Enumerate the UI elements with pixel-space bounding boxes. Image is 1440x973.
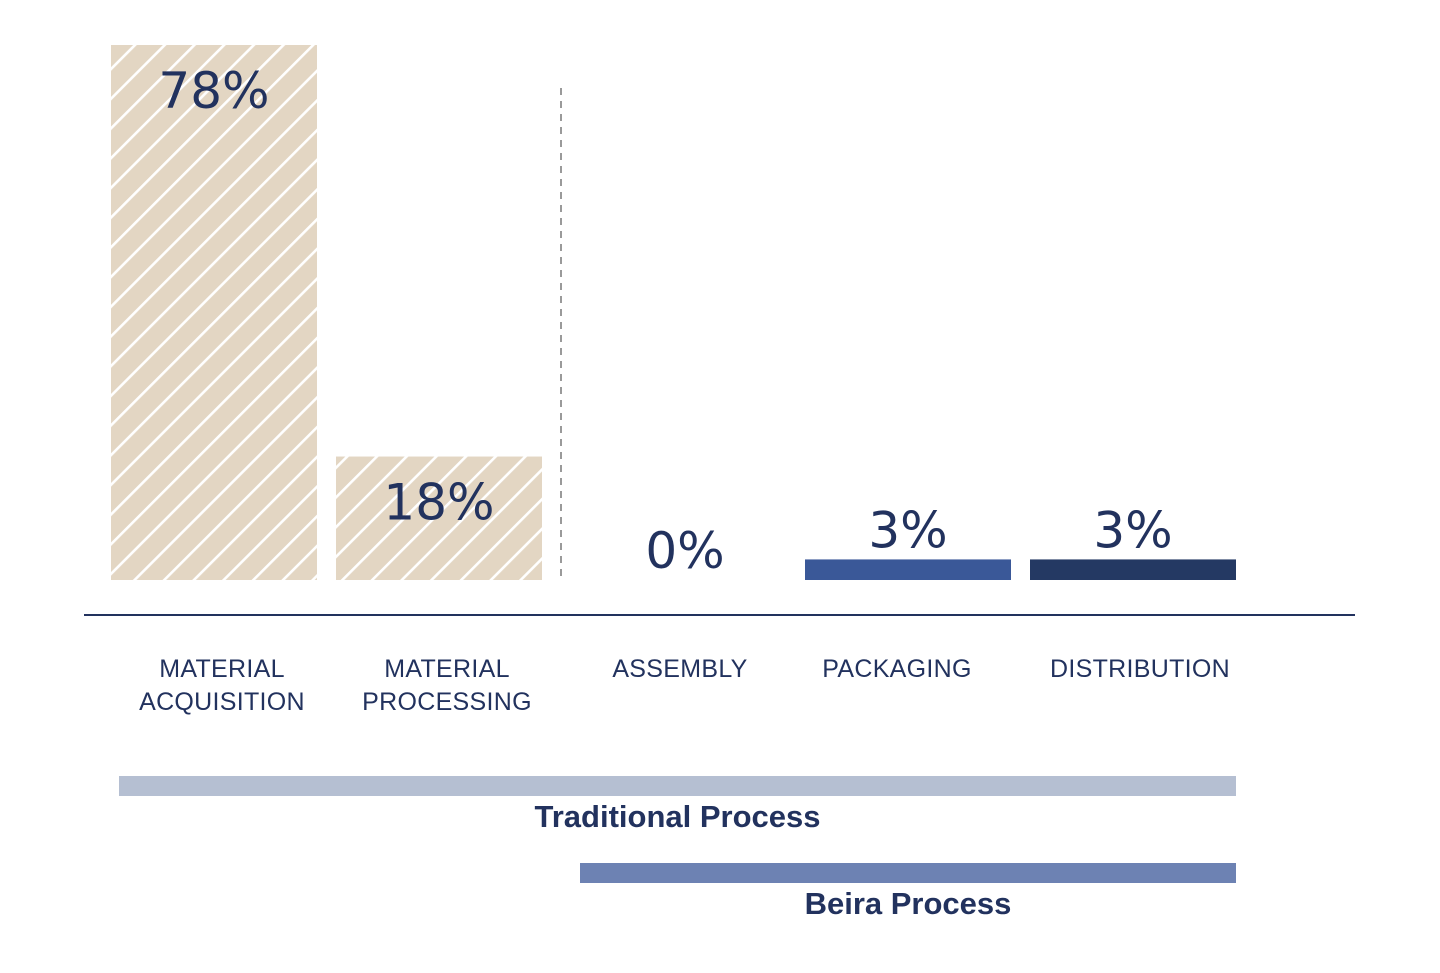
category-label-2-line1: ASSEMBLY <box>612 655 747 683</box>
category-label-0-line2: ACQUISITION <box>139 688 305 716</box>
category-label-3-line1: PACKAGING <box>822 655 972 683</box>
bar-1 <box>336 456 542 580</box>
process-label-0: Traditional Process <box>535 799 821 834</box>
category-label-1-line1: MATERIAL <box>384 655 510 683</box>
process-bar-1 <box>580 863 1236 883</box>
process-label-1: Beira Process <box>805 886 1012 921</box>
value-label-1: 18% <box>383 474 494 532</box>
process-bar-0 <box>119 776 1236 796</box>
value-label-0: 78% <box>158 62 269 120</box>
bar-0 <box>111 45 317 580</box>
value-label-2: 0% <box>645 522 724 580</box>
bar-3 <box>805 559 1011 580</box>
value-label-4: 3% <box>1093 501 1172 559</box>
category-label-4-line1: DISTRIBUTION <box>1050 655 1230 683</box>
bar-4 <box>1030 559 1236 580</box>
bars <box>111 45 1236 580</box>
value-label-3: 3% <box>868 501 947 559</box>
category-label-1-line2: PROCESSING <box>362 688 532 716</box>
category-label-0-line1: MATERIAL <box>159 655 285 683</box>
category-labels: MATERIAL ACQUISITION MATERIAL PROCESSING ASS… <box>139 655 1230 716</box>
value-labels: 78% 18% 0% 3% 3% <box>158 62 1172 580</box>
process-ranges: Traditional Process Beira Process <box>119 776 1236 921</box>
